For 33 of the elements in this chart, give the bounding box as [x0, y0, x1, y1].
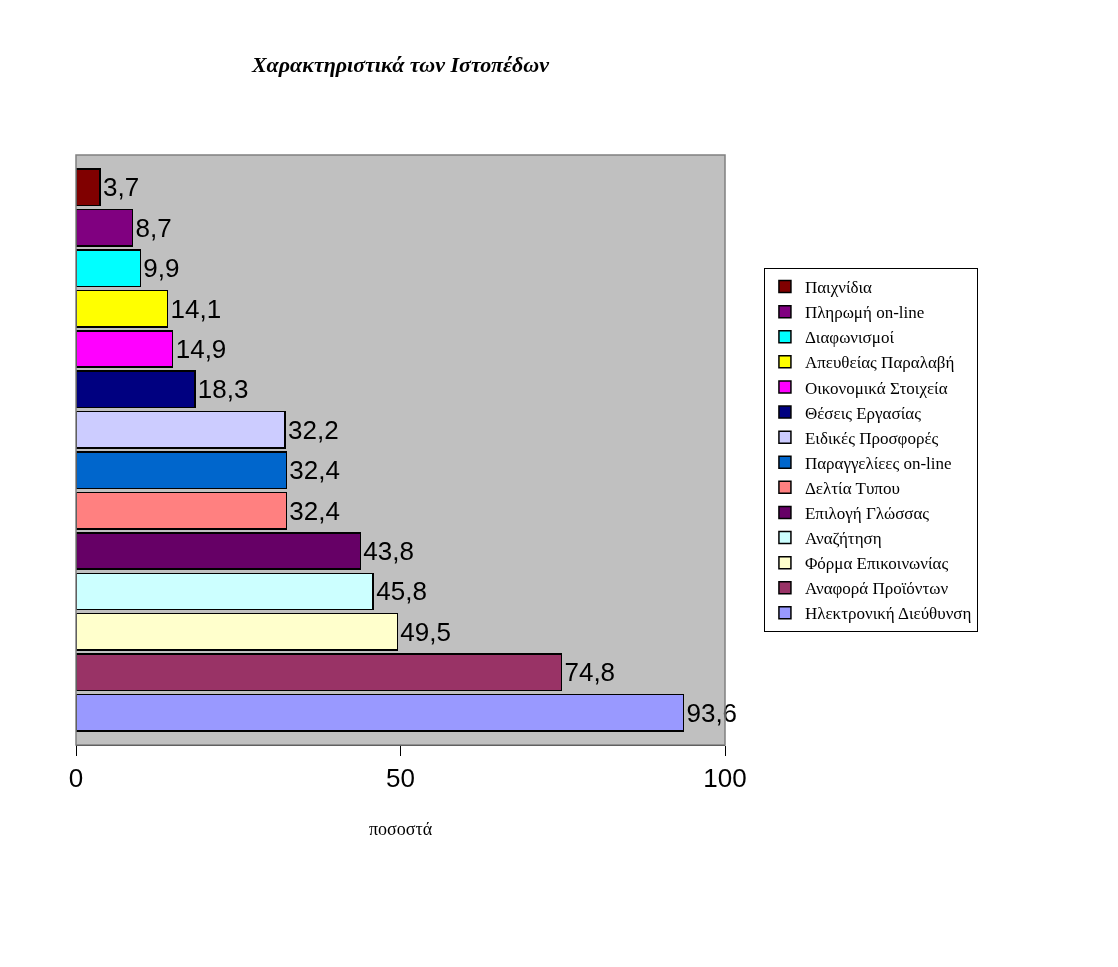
legend-label: Διαφωνισμοί	[804, 328, 895, 348]
data-label: 45,8	[376, 576, 427, 607]
legend-label: Φόρμα Επικοινωνίας	[804, 554, 949, 574]
data-label: 43,8	[363, 536, 414, 567]
x-tick-label: 0	[68, 763, 84, 794]
chart-title: Χαρακτηριστικά των Ιστοπέδων	[250, 52, 550, 78]
legend-label: Ειδικές Προσφορές	[804, 428, 939, 448]
data-label: 32,4	[289, 495, 340, 526]
legend-label: Οικονομικά Στοιχεία	[804, 378, 948, 398]
data-label: 3,7	[103, 172, 140, 203]
data-label: 18,3	[197, 374, 249, 405]
legend-label: Πληρωμή on-line	[804, 303, 925, 323]
data-label: 9,9	[143, 253, 180, 284]
legend-label: Θέσεις Εργασίας	[804, 403, 922, 423]
legend-label: Απευθείας Παραλαβή	[804, 353, 955, 373]
data-label: 93,6	[686, 697, 738, 728]
data-label: 49,5	[400, 616, 451, 647]
data-label: 14,9	[175, 333, 227, 364]
data-label: 74,8	[564, 657, 616, 688]
data-label: 8,7	[135, 212, 172, 243]
legend-label: Αναζήτηση	[804, 529, 882, 549]
data-label: 32,2	[287, 414, 339, 445]
x-tick-label: 50	[386, 763, 415, 794]
legend-label: Παιχνίδια	[804, 278, 873, 298]
legend-label: Ηλεκτρονική Διεύθυνση	[804, 604, 972, 624]
x-axis-title: ποσοστά	[368, 819, 433, 840]
x-tick-label: 100	[703, 763, 747, 794]
legend-label: Δελτία Τυπου	[804, 478, 900, 498]
legend-label: Επιλογή Γλώσσας	[804, 504, 930, 524]
legend-label: Παραγγελίεες on-line	[804, 453, 952, 473]
data-label: 32,4	[289, 455, 340, 486]
legend-label: Αναφορά Προϊόντων	[804, 579, 949, 599]
data-label: 14,1	[170, 293, 222, 324]
